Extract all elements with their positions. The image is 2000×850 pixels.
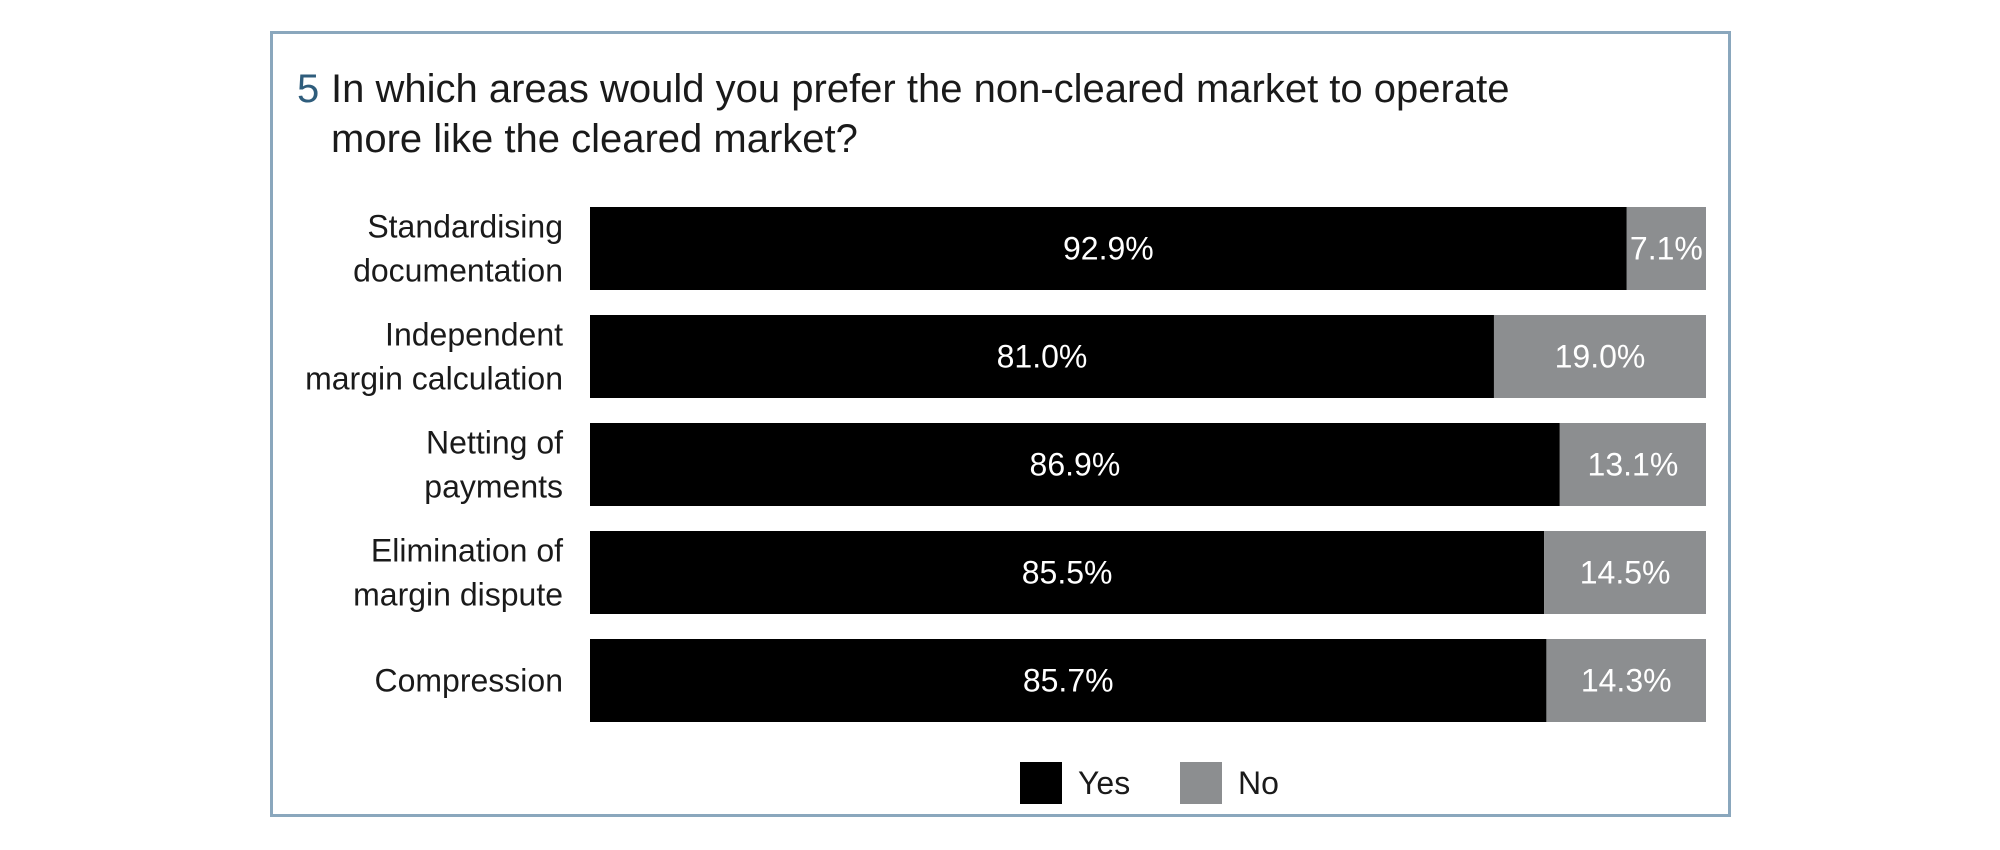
legend-label-yes: Yes [1078, 765, 1130, 801]
category-label-line: margin calculation [305, 361, 563, 397]
bar-segment-yes [590, 639, 1547, 722]
bar-segment-yes [590, 423, 1560, 506]
value-label-yes: 92.9% [1063, 231, 1154, 267]
category-label-line: Elimination of [371, 533, 563, 569]
category-label: Elimination of margin dispute [353, 533, 563, 613]
legend-label-no: No [1238, 765, 1279, 801]
value-label-yes: 86.9% [1030, 447, 1121, 483]
category-label-line: Netting of [426, 425, 563, 461]
value-label-yes: 85.7% [1023, 663, 1114, 699]
category-label-line: margin dispute [353, 577, 563, 613]
category-label-line: Compression [374, 663, 563, 699]
value-label-no: 14.5% [1580, 555, 1671, 591]
legend-swatch-yes [1020, 762, 1062, 804]
legend-swatch-no [1180, 762, 1222, 804]
category-label-line: Standardising [367, 209, 563, 245]
category-label-line: documentation [353, 253, 563, 289]
value-label-no: 19.0% [1555, 339, 1646, 375]
value-label-no: 14.3% [1581, 663, 1672, 699]
bar-segment-no [1544, 531, 1706, 614]
bar-segment-no [1546, 639, 1706, 722]
bar-segment-yes [590, 531, 1545, 614]
category-label-line: Independent [385, 317, 563, 353]
category-label-line: payments [424, 469, 563, 505]
value-label-no: 13.1% [1588, 447, 1679, 483]
category-label: Independent margin calculation [305, 317, 563, 397]
question-text: In which areas would you prefer the non-… [331, 67, 1510, 161]
value-label-no: 7.1% [1630, 231, 1703, 267]
category-label: Compression [374, 663, 563, 699]
category-label: Standardising documentation [353, 209, 563, 289]
bar-segment-yes [590, 315, 1494, 398]
bar-segment-no [1626, 207, 1706, 290]
category-label: Netting of payments [424, 425, 563, 505]
question-number: 5 [297, 67, 320, 111]
chart-title: 5 In which areas would you prefer the no… [297, 64, 1597, 164]
value-label-yes: 85.5% [1022, 555, 1113, 591]
bar-segment-no [1559, 423, 1706, 506]
value-label-yes: 81.0% [997, 339, 1088, 375]
bar-segment-no [1493, 315, 1706, 398]
bar-segment-yes [590, 207, 1627, 290]
